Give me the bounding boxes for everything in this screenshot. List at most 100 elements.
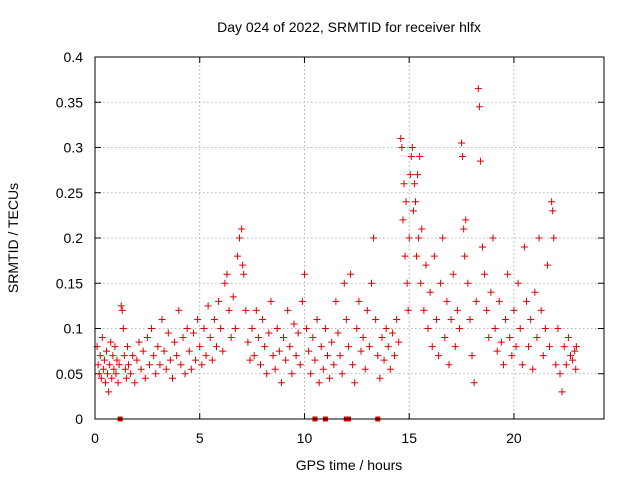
data-point (97, 374, 105, 382)
data-point (311, 356, 319, 364)
data-point (400, 180, 408, 188)
x-axis-label: GPS time / hours (296, 457, 403, 473)
y-axis-label: SRMTID / TECUs (5, 183, 21, 293)
data-point (351, 379, 359, 387)
data-point (238, 225, 246, 233)
data-point (217, 325, 225, 332)
x-tick-labels: 0 5 10 15 20 (91, 430, 522, 446)
data-point (120, 352, 128, 360)
data-point (462, 216, 470, 224)
data-point (432, 315, 440, 323)
data-point (135, 338, 143, 346)
data-point (406, 171, 414, 179)
data-point (330, 361, 338, 369)
data-point (443, 297, 451, 305)
data-point (300, 270, 308, 278)
data-point (399, 216, 407, 224)
data-point (145, 361, 153, 369)
data-point (410, 180, 418, 188)
data-point (527, 315, 535, 323)
data-point (122, 374, 130, 382)
data-point (572, 343, 580, 351)
data-point (460, 225, 468, 233)
data-point (212, 343, 220, 351)
y-tick-label: 0.35 (56, 94, 83, 110)
data-point (558, 388, 566, 396)
x-tick-label: 10 (297, 430, 313, 446)
y-tick-label: 0.1 (64, 321, 84, 337)
y-tick-label: 0.3 (64, 140, 84, 156)
data-point (109, 352, 117, 360)
data-point (101, 379, 109, 387)
data-point (353, 325, 361, 332)
data-point (169, 374, 177, 382)
data-point (334, 329, 342, 337)
data-point (415, 234, 423, 242)
data-point (489, 234, 497, 242)
data-point (236, 234, 244, 242)
data-point (192, 356, 200, 364)
data-point (363, 306, 371, 314)
data-point (263, 370, 271, 378)
data-point (131, 379, 139, 387)
x-tick-label: 0 (91, 430, 99, 446)
x-tick-label: 5 (196, 430, 204, 446)
data-point (491, 325, 499, 332)
data-point (336, 352, 344, 360)
data-point (244, 338, 252, 346)
y-tick-label: 0.25 (56, 185, 83, 201)
data-point (194, 315, 202, 323)
data-point (451, 343, 459, 351)
data-point (200, 325, 208, 332)
data-point (407, 153, 415, 161)
data-point (499, 361, 507, 369)
data-point (139, 347, 147, 355)
data-point (357, 347, 365, 355)
data-point (206, 334, 214, 342)
data-point (374, 352, 382, 360)
data-point (485, 334, 493, 342)
data-point (533, 334, 541, 342)
data-point (298, 297, 306, 305)
data-point (476, 157, 484, 165)
data-point (416, 153, 424, 161)
data-point (571, 347, 579, 355)
data-point (522, 297, 530, 305)
data-point (422, 261, 430, 269)
data-point (502, 315, 510, 323)
data-point (458, 139, 466, 147)
data-point (495, 297, 503, 305)
data-point (408, 144, 416, 151)
data-point (105, 388, 113, 396)
data-point (175, 306, 183, 314)
data-point (562, 361, 570, 369)
data-point (338, 370, 346, 378)
data-point (99, 365, 107, 373)
data-point (294, 329, 302, 337)
data-point (240, 270, 248, 278)
data-point (309, 334, 317, 342)
data-point (361, 365, 369, 373)
data-point (189, 329, 197, 337)
data-point (177, 361, 185, 369)
data-point (470, 379, 478, 387)
data-point (543, 261, 551, 269)
data-point (447, 315, 455, 323)
data-point (152, 370, 160, 378)
data-point (259, 315, 267, 323)
data-point (154, 343, 162, 351)
data-point (324, 352, 332, 360)
data-point (256, 361, 264, 369)
data-point (395, 338, 403, 346)
data-point (472, 297, 480, 305)
data-point (210, 315, 218, 323)
data-point (113, 356, 121, 364)
data-point (286, 343, 294, 351)
data-point (284, 306, 292, 314)
data-point (510, 306, 518, 314)
data-point (556, 370, 564, 378)
data-point (269, 352, 277, 360)
data-point (537, 306, 545, 314)
data-point (227, 334, 235, 342)
data-point (115, 361, 123, 369)
